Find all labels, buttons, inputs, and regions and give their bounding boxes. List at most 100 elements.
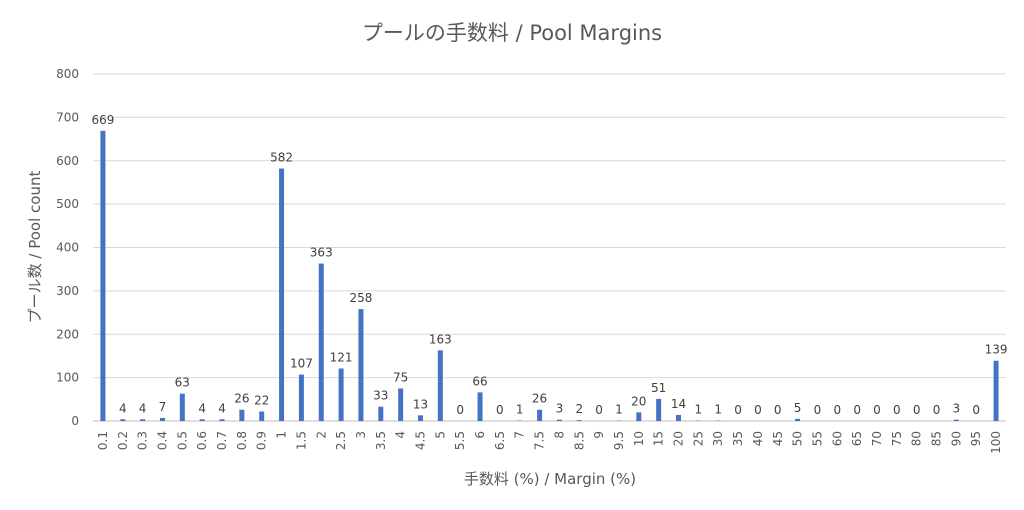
bar <box>378 406 384 421</box>
y-tick-label: 100 <box>56 371 79 385</box>
bar <box>537 409 543 421</box>
bar <box>358 309 364 421</box>
x-tick-label: 5.5 <box>453 431 467 450</box>
x-tick-label: 6 <box>473 431 487 439</box>
bar <box>795 418 801 421</box>
x-tick-label: 0.9 <box>255 431 269 450</box>
data-label: 0 <box>873 403 881 417</box>
x-tick-label: 30 <box>711 431 725 446</box>
data-label: 63 <box>175 376 190 390</box>
data-label: 0 <box>496 403 504 417</box>
x-tick-label: 8.5 <box>572 431 586 450</box>
x-tick-label: 25 <box>691 431 705 446</box>
data-label: 258 <box>349 291 372 305</box>
bar <box>636 412 642 421</box>
y-tick-label: 700 <box>56 110 79 124</box>
x-tick-label: 0.3 <box>136 431 150 450</box>
data-label: 0 <box>754 403 762 417</box>
y-tick-label: 0 <box>71 414 79 428</box>
data-label: 1 <box>714 403 722 417</box>
bars <box>100 130 999 422</box>
x-tick-label: 7 <box>513 431 527 439</box>
data-label: 0 <box>933 403 941 417</box>
data-label: 121 <box>330 351 353 365</box>
x-tick-label: 75 <box>890 431 904 446</box>
data-label: 51 <box>651 381 666 395</box>
data-label: 0 <box>833 403 841 417</box>
data-label: 163 <box>429 332 452 346</box>
data-label: 3 <box>953 402 961 416</box>
data-label: 1 <box>615 403 623 417</box>
y-tick-label: 400 <box>56 241 79 255</box>
x-tick-label: 1 <box>275 431 289 439</box>
data-label: 0 <box>595 403 603 417</box>
bar <box>676 414 682 421</box>
x-tick-label: 5 <box>433 431 447 439</box>
data-label: 4 <box>218 401 226 415</box>
x-tick-label: 7.5 <box>533 431 547 450</box>
data-label: 0 <box>913 403 921 417</box>
bar <box>100 130 106 422</box>
x-tick-label: 55 <box>810 431 824 446</box>
data-label: 0 <box>893 403 901 417</box>
x-tick-label: 65 <box>850 431 864 446</box>
x-tick-label: 9.5 <box>612 431 626 450</box>
data-label: 33 <box>373 389 388 403</box>
bar <box>576 420 582 421</box>
bar <box>159 417 165 421</box>
data-label: 13 <box>413 397 428 411</box>
data-label: 4 <box>198 401 206 415</box>
bar <box>338 368 344 421</box>
data-label: 0 <box>456 403 464 417</box>
data-label: 0 <box>774 403 782 417</box>
y-tick-label: 300 <box>56 284 79 298</box>
y-tick-label: 600 <box>56 154 79 168</box>
data-label: 582 <box>270 151 293 165</box>
x-tick-label: 0.2 <box>116 431 130 450</box>
x-tick-label: 0.1 <box>96 431 110 450</box>
data-label: 66 <box>472 374 487 388</box>
data-label: 22 <box>254 393 269 407</box>
data-label: 5 <box>794 401 802 415</box>
x-tick-label: 50 <box>791 431 805 446</box>
x-tick-label: 10 <box>632 431 646 446</box>
x-axis-title: 手数料 (%) / Margin (%) <box>464 470 636 488</box>
x-tick-label: 45 <box>771 431 785 446</box>
x-tick-label: 2 <box>314 431 328 439</box>
x-tick-label: 0.7 <box>215 431 229 450</box>
data-label: 75 <box>393 370 408 384</box>
data-label: 0 <box>814 403 822 417</box>
x-tick-label: 1.5 <box>294 431 308 450</box>
bar <box>120 419 126 421</box>
bar <box>219 419 225 421</box>
x-tick-label: 0.8 <box>235 431 249 450</box>
x-tick-label: 95 <box>969 431 983 446</box>
x-tick-label: 0.5 <box>175 431 189 450</box>
data-label: 0 <box>734 403 742 417</box>
x-tick-label: 40 <box>751 431 765 446</box>
data-label: 2 <box>575 402 583 416</box>
x-tick-label: 0.6 <box>195 431 209 450</box>
data-label: 4 <box>119 401 127 415</box>
data-label: 26 <box>234 392 249 406</box>
bar <box>279 168 285 421</box>
x-tick-label: 100 <box>989 431 1003 454</box>
data-label: 1 <box>695 403 703 417</box>
data-label: 4 <box>139 401 147 415</box>
x-tick-label: 90 <box>949 431 963 446</box>
data-label: 363 <box>310 246 333 260</box>
bar <box>953 419 959 421</box>
chart-title: プールの手数料 / Pool Margins <box>362 21 662 45</box>
data-label: 0 <box>972 403 980 417</box>
y-tick-label: 800 <box>56 67 79 81</box>
x-tick-label: 2.5 <box>334 431 348 450</box>
x-tick-label: 85 <box>930 431 944 446</box>
bar <box>140 419 146 421</box>
gridlines <box>93 73 1006 379</box>
x-tick-label: 60 <box>830 431 844 446</box>
x-tick-label: 4.5 <box>413 431 427 450</box>
y-tick-label: 500 <box>56 197 79 211</box>
data-label: 7 <box>159 400 167 414</box>
data-label: 14 <box>671 397 686 411</box>
